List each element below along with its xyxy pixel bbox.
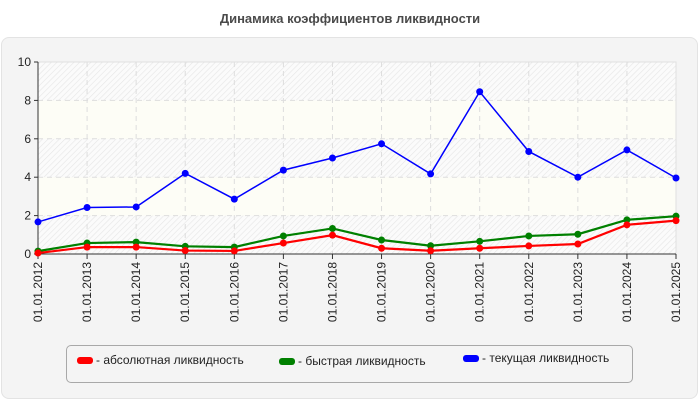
x-tick-label: 01.01.2024 xyxy=(620,262,634,322)
data-point[interactable] xyxy=(279,166,287,174)
x-tick-label: 01.01.2014 xyxy=(129,262,143,322)
data-point[interactable] xyxy=(279,239,287,247)
plot-band xyxy=(38,138,676,178)
x-tick-label: 01.01.2023 xyxy=(571,262,585,322)
data-point[interactable] xyxy=(427,242,435,250)
x-tick-label: 01.01.2021 xyxy=(473,262,487,322)
data-point[interactable] xyxy=(328,231,336,239)
data-point[interactable] xyxy=(132,238,140,246)
x-axis-ticks: 01.01.2012 01.01.2013 01.01.2014 01.01.2015… xyxy=(31,254,683,322)
data-point[interactable] xyxy=(34,218,42,226)
data-point[interactable] xyxy=(525,232,533,240)
data-point[interactable] xyxy=(279,232,287,240)
plot-bands xyxy=(38,62,676,254)
series-2 xyxy=(34,88,680,226)
x-tick-label: 01.01.2018 xyxy=(325,262,339,322)
x-tick-label: 01.01.2016 xyxy=(227,262,241,322)
x-tick-label: 01.01.2012 xyxy=(31,262,45,322)
x-tick-label: 01.01.2020 xyxy=(424,262,438,322)
data-point[interactable] xyxy=(132,243,140,251)
data-point[interactable] xyxy=(623,221,631,229)
data-point[interactable] xyxy=(476,244,484,252)
data-point[interactable] xyxy=(132,203,140,211)
data-point[interactable] xyxy=(181,169,189,177)
series-line xyxy=(37,215,677,253)
data-point[interactable] xyxy=(378,244,386,252)
data-point[interactable] xyxy=(574,230,582,238)
y-tick-label: 8 xyxy=(24,93,31,107)
data-point[interactable] xyxy=(83,243,91,251)
y-tick-label: 4 xyxy=(24,170,31,184)
data-point[interactable] xyxy=(34,249,42,257)
legend-item-current: - текущая ликвидность xyxy=(463,351,609,365)
legend-item-quick: - быстрая ликвидность xyxy=(279,354,426,368)
legend: - абсолютная ликвидность - быстрая ликви… xyxy=(66,345,633,383)
data-point[interactable] xyxy=(181,247,189,255)
data-series xyxy=(34,88,680,257)
data-point[interactable] xyxy=(574,173,582,181)
data-point[interactable] xyxy=(427,247,435,255)
y-tick-label: 2 xyxy=(24,209,31,223)
chart-title: Динамика коэффициентов ликвидности xyxy=(219,11,481,26)
data-point[interactable] xyxy=(672,174,680,182)
y-axis-ticks: 0 2 4 6 8 10 xyxy=(18,55,38,261)
data-point[interactable] xyxy=(427,170,435,178)
x-tick-label: 01.01.2013 xyxy=(80,262,94,322)
data-point[interactable] xyxy=(378,236,386,244)
data-point[interactable] xyxy=(378,140,386,148)
data-point[interactable] xyxy=(623,216,631,224)
plot-band xyxy=(38,62,676,101)
data-point[interactable] xyxy=(83,204,91,212)
data-point[interactable] xyxy=(476,88,484,96)
legend-swatch-blue xyxy=(463,354,479,362)
legend-swatch-red xyxy=(77,356,93,364)
legend-swatch-green xyxy=(279,357,295,365)
plot-band xyxy=(38,100,676,139)
legend-label: - быстрая ликвидность xyxy=(298,354,426,368)
x-tick-label: 01.01.2025 xyxy=(669,262,683,322)
data-point[interactable] xyxy=(230,195,238,203)
data-point[interactable] xyxy=(525,242,533,250)
y-tick-label: 6 xyxy=(24,132,31,146)
x-tick-label: 01.01.2019 xyxy=(375,262,389,322)
series-line xyxy=(37,219,677,255)
series-0 xyxy=(34,217,680,257)
legend-item-absolute: - абсолютная ликвидность xyxy=(77,353,244,367)
data-point[interactable] xyxy=(328,154,336,162)
data-point[interactable] xyxy=(574,240,582,248)
x-tick-label: 01.01.2015 xyxy=(178,262,192,322)
series-1 xyxy=(34,212,680,255)
gridlines xyxy=(37,61,677,255)
x-tick-label: 01.01.2022 xyxy=(522,262,536,322)
data-point[interactable] xyxy=(476,237,484,245)
data-point[interactable] xyxy=(525,147,533,155)
data-point[interactable] xyxy=(623,146,631,154)
y-tick-label: 0 xyxy=(24,247,31,261)
plot-band xyxy=(38,177,676,216)
x-tick-label: 01.01.2017 xyxy=(276,262,290,322)
data-point[interactable] xyxy=(230,247,238,255)
y-tick-label: 10 xyxy=(18,55,32,69)
series-line xyxy=(37,90,677,223)
legend-label: - текущая ликвидность xyxy=(482,351,610,365)
data-point[interactable] xyxy=(328,224,336,232)
legend-label: - абсолютная ликвидность xyxy=(96,353,244,367)
data-point[interactable] xyxy=(672,217,680,225)
